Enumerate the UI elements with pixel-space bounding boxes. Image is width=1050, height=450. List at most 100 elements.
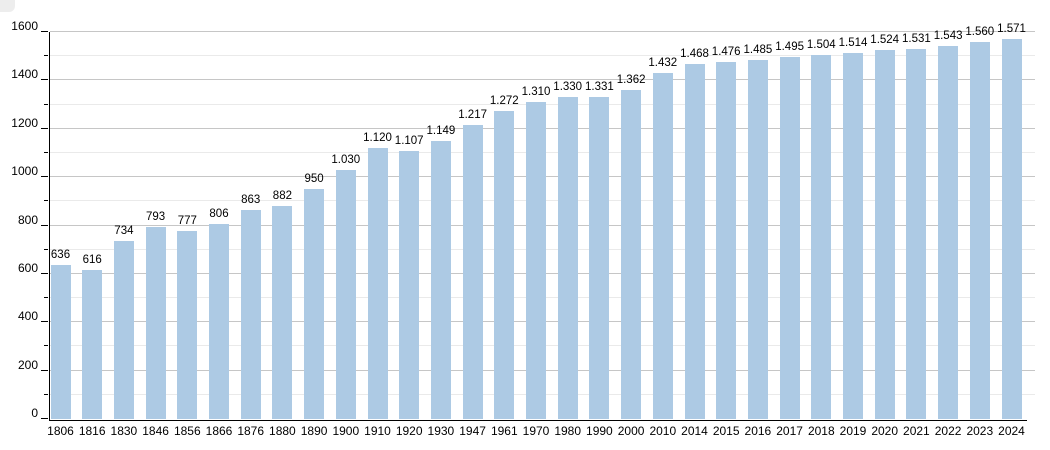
bar-2021 [906, 48, 927, 419]
x-tick-label: 2018 [807, 424, 835, 438]
bar-value-label: 1.531 [902, 32, 931, 45]
y-axis-tick [44, 393, 48, 395]
bar-value-label: 1.310 [521, 86, 551, 99]
bar-1830 [113, 241, 134, 419]
bar-value-label: 616 [82, 254, 102, 267]
bar-1806 [50, 265, 71, 419]
y-axis-tick [41, 418, 48, 419]
bar-1947 [462, 124, 483, 419]
bar-2020 [874, 50, 895, 419]
bar-2014 [684, 63, 705, 419]
bar-1970 [526, 102, 546, 419]
x-axis-line [48, 419, 1027, 421]
x-tick-label: 1876 [237, 424, 265, 438]
x-tick-label: 1970 [522, 424, 550, 438]
bar-value-label: 1.362 [616, 73, 646, 86]
x-tick-label: 1806 [47, 424, 74, 438]
x-tick-label: 1961 [490, 424, 518, 438]
y-axis-tick [41, 369, 48, 371]
x-tick-label: 2010 [649, 424, 677, 438]
bar-1866 [209, 224, 229, 419]
y-tick-label: 800 [17, 212, 38, 227]
bar-2017 [779, 57, 800, 419]
y-tick-label: 600 [17, 260, 38, 275]
x-tick-label: 2000 [617, 424, 645, 438]
y-axis-tick [41, 176, 48, 178]
x-tick-label: 2020 [871, 424, 899, 438]
bar-2022 [938, 45, 959, 419]
bar-2023 [969, 41, 990, 419]
y-tick-label: 1200 [11, 115, 38, 130]
x-tick-label: 1856 [173, 424, 201, 438]
x-tick-label: 1980 [554, 424, 582, 438]
bar-1890 [304, 189, 325, 419]
x-tick-label: 1846 [142, 424, 169, 438]
bar-2019 [843, 52, 863, 419]
plot-area: 0 200 400 600 800 1000 1200 1400 1600 636 1806 616 1… [11, 20, 1035, 437]
x-tick-label: 2016 [744, 424, 772, 438]
x-tick-label: 1990 [586, 424, 613, 438]
x-tick-label: 1947 [459, 424, 486, 438]
gridline-major [50, 31, 1035, 32]
x-tick-label: 1900 [332, 424, 360, 438]
bar-2015 [716, 62, 737, 419]
bar-1846 [145, 227, 166, 419]
bar-value-label: 1.543 [933, 29, 963, 42]
x-tick-label: 1866 [205, 424, 233, 438]
y-axis-tick [44, 103, 48, 105]
x-tick-label: 1830 [110, 424, 138, 438]
bar-1856 [177, 231, 198, 419]
bar-1961 [494, 111, 515, 419]
bar-value-label: 1.432 [648, 56, 678, 69]
y-axis-tick [44, 297, 48, 299]
y-axis-tick [44, 55, 48, 57]
y-tick-label: 200 [17, 357, 38, 372]
bar-2016 [747, 59, 768, 419]
bar-value-label: 1.485 [743, 43, 773, 56]
x-tick-label: 2014 [681, 424, 708, 438]
bar-1980 [557, 97, 578, 419]
bar-value-label: 1.149 [426, 125, 456, 138]
y-axis-tick [41, 127, 48, 129]
y-axis-tick [41, 321, 48, 323]
y-axis-tick [44, 248, 48, 250]
y-axis-tick [41, 272, 48, 274]
bar-value-label: 1.514 [838, 36, 868, 49]
x-tick-label: 1930 [427, 424, 455, 438]
x-tick-label: 1920 [395, 424, 423, 438]
bar-value-label: 950 [304, 173, 324, 186]
bar-value-label: 777 [177, 215, 197, 228]
x-tick-label: 1816 [78, 424, 106, 438]
bar-value-label: 1.504 [806, 39, 836, 52]
bar-value-label: 806 [209, 208, 229, 221]
x-tick-label: 2015 [712, 424, 740, 438]
y-tick-label: 400 [17, 309, 38, 324]
y-axis-tick [44, 151, 48, 153]
bar-1900 [335, 169, 356, 419]
bar-value-label: 734 [114, 225, 134, 238]
corner-artifact [0, 0, 15, 12]
bar-2010 [652, 72, 673, 419]
y-tick-label: 1400 [11, 67, 38, 82]
y-axis-line [48, 32, 50, 421]
y-tick-label: 1600 [11, 19, 38, 33]
y-axis-tick [41, 31, 48, 32]
y-axis-tick [44, 345, 48, 347]
x-tick-label: 1880 [269, 424, 296, 438]
x-tick-label: 2023 [966, 424, 994, 438]
y-axis-tick [44, 200, 48, 202]
y-tick-label: 1000 [11, 164, 38, 179]
bar-value-label: 863 [241, 194, 261, 207]
bar-1876 [240, 210, 261, 419]
bar-value-label: 1.495 [775, 41, 804, 54]
bar-value-label: 1.468 [680, 47, 709, 60]
bar-2000 [621, 89, 642, 419]
bar-value-label: 1.120 [363, 132, 392, 145]
x-tick-label: 2019 [839, 424, 867, 438]
bar-value-label: 1.217 [458, 108, 487, 121]
bar-1910 [367, 148, 388, 419]
bar-value-label: 882 [272, 189, 292, 202]
bar-value-label: 1.560 [965, 25, 995, 38]
bar-value-label: 1.571 [997, 23, 1026, 36]
